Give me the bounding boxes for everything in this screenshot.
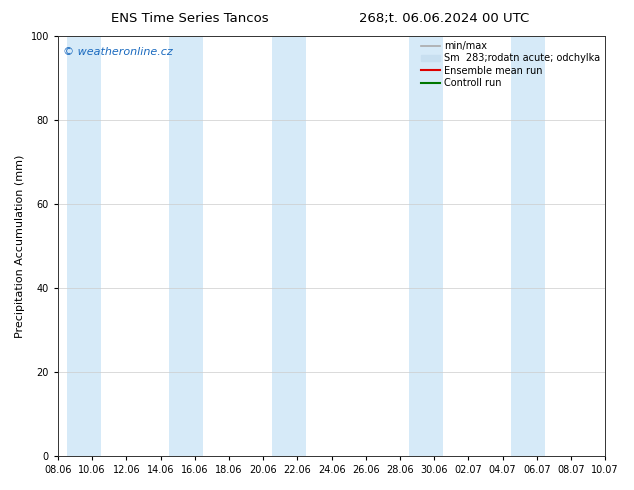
Bar [408, 36, 443, 456]
Legend: min/max, Sm  283;rodatn acute; odchylka, Ensemble mean run, Controll run: min/max, Sm 283;rodatn acute; odchylka, … [421, 41, 600, 88]
Y-axis label: Precipitation Accumulation (mm): Precipitation Accumulation (mm) [15, 154, 25, 338]
Text: ENS Time Series Tancos: ENS Time Series Tancos [112, 12, 269, 25]
Text: © weatheronline.cz: © weatheronline.cz [63, 47, 173, 57]
Bar [272, 36, 306, 456]
Bar [169, 36, 204, 456]
Text: 268;t. 06.06.2024 00 UTC: 268;t. 06.06.2024 00 UTC [359, 12, 529, 25]
Bar [614, 36, 634, 456]
Bar [511, 36, 545, 456]
Bar [67, 36, 101, 456]
